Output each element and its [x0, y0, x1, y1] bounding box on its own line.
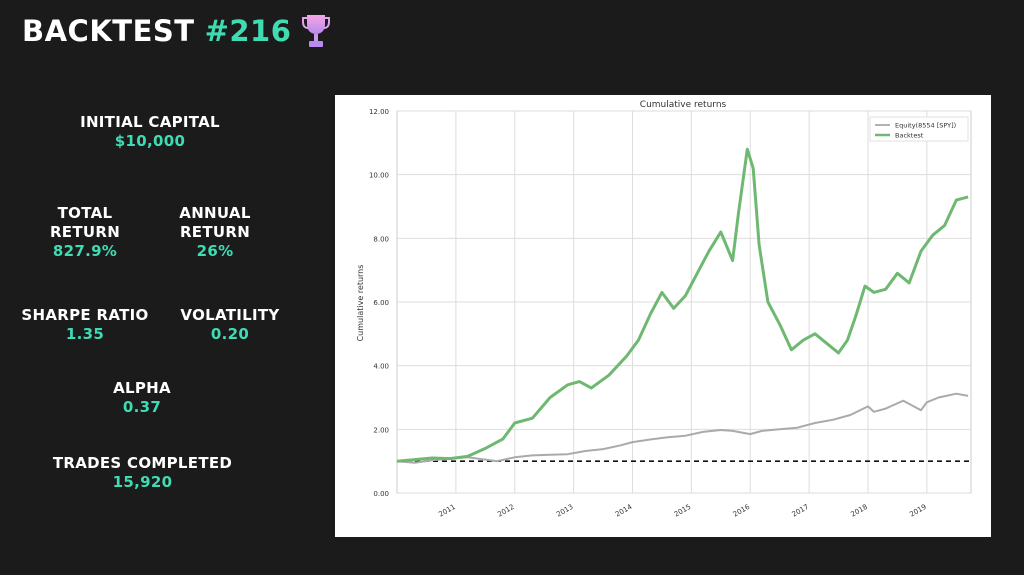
chart-x-ticks: 2011 2012 2013 2014 2015 2016 2017 2018 2019 — [437, 503, 927, 519]
sharpe-ratio-label: SHARPE RATIO — [21, 306, 149, 324]
y-tick-label: 2.00 — [373, 426, 389, 434]
alpha-value: 0.37 — [122, 398, 162, 416]
chart-y-ticks: 0.00 2.00 4.00 6.00 8.00 10.00 12.00 — [369, 108, 389, 498]
stat-alpha: ALPHA 0.37 — [92, 379, 192, 417]
initial-capital-value: $10,000 — [114, 132, 186, 150]
title-text: BACKTEST — [22, 14, 195, 48]
alpha-label: ALPHA — [113, 379, 171, 397]
x-tick-label: 2014 — [614, 503, 634, 519]
stat-annual-return: ANNUAL RETURN 26% — [165, 204, 265, 261]
y-tick-label: 12.00 — [369, 108, 389, 116]
y-tick-label: 6.00 — [373, 299, 389, 307]
y-tick-label: 10.00 — [369, 172, 389, 180]
x-tick-label: 2011 — [437, 503, 456, 519]
volatility-value: 0.20 — [210, 325, 250, 343]
chart-grid — [396, 110, 972, 494]
x-tick-label: 2012 — [496, 503, 515, 519]
sharpe-ratio-value: 1.35 — [65, 325, 105, 343]
stat-volatility: VOLATILITY 0.20 — [170, 306, 290, 344]
legend-label: Backtest — [895, 132, 924, 140]
cumulative-returns-chart: Cumulative returns Cumulative returns 0.… — [335, 95, 991, 537]
chart-series — [396, 147, 971, 464]
legend-label: Equity(8554 [SPY]) — [895, 122, 956, 130]
series-line-1 — [396, 147, 969, 463]
trophy-icon — [302, 15, 331, 47]
x-tick-label: 2017 — [791, 503, 810, 519]
page-title: BACKTEST #216 — [22, 12, 331, 50]
backtest-number: #216 — [204, 14, 292, 48]
annual-return-label: ANNUAL RETURN — [179, 204, 251, 241]
stat-trades-completed: TRADES COMPLETED 15,920 — [45, 454, 240, 492]
legend-box — [869, 116, 969, 142]
chart-title: Cumulative returns — [640, 100, 727, 110]
annual-return-value: 26% — [196, 242, 234, 260]
series-line-0 — [396, 392, 969, 464]
y-tick-label: 0.00 — [373, 490, 389, 498]
stat-total-return: TOTAL RETURN 827.9% — [35, 204, 135, 261]
total-return-value: 827.9% — [52, 242, 118, 260]
initial-capital-label: INITIAL CAPITAL — [80, 113, 220, 131]
volatility-label: VOLATILITY — [180, 306, 280, 324]
trades-completed-value: 15,920 — [112, 473, 173, 491]
y-tick-label: 8.00 — [373, 235, 389, 243]
stat-initial-capital: INITIAL CAPITAL $10,000 — [75, 113, 225, 151]
x-tick-label: 2019 — [908, 503, 927, 519]
trades-completed-label: TRADES COMPLETED — [52, 454, 233, 472]
stat-sharpe-ratio: SHARPE RATIO 1.35 — [15, 306, 155, 344]
x-tick-label: 2013 — [555, 503, 574, 519]
x-tick-label: 2018 — [850, 503, 869, 519]
x-tick-label: 2016 — [732, 503, 752, 519]
y-tick-label: 4.00 — [373, 363, 389, 371]
chart-legend: Equity(8554 [SPY]) Backtest — [869, 116, 969, 142]
x-tick-label: 2015 — [673, 503, 692, 519]
chart-y-axis-label: Cumulative returns — [356, 265, 365, 342]
chart-svg: Cumulative returns Cumulative returns 0.… — [356, 100, 972, 519]
total-return-label: TOTAL RETURN — [49, 204, 121, 241]
